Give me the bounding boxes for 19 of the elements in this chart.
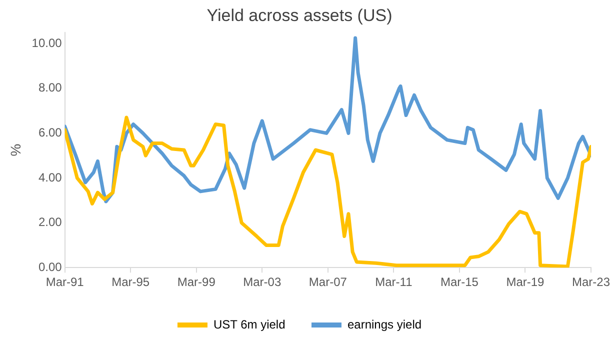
legend-label: UST 6m yield — [213, 317, 286, 332]
y-tick-label: 0.00 — [38, 260, 62, 274]
y-tick-label: 4.00 — [38, 170, 62, 184]
chart-title: Yield across assets (US) — [206, 6, 392, 25]
x-tick-label: Mar-91 — [46, 275, 84, 290]
legend-label: earnings yield — [347, 317, 422, 332]
x-tick-label: Mar-99 — [177, 275, 216, 290]
y-tick-label: 10.00 — [32, 36, 62, 50]
x-tick-label: Mar-11 — [375, 275, 413, 290]
x-tick-label: Mar-03 — [243, 275, 282, 290]
x-tick-label: Mar-19 — [506, 275, 545, 290]
y-tick-label: 6.00 — [38, 126, 62, 140]
x-tick-label: Mar-07 — [308, 275, 348, 290]
x-tick-label: Mar-23 — [572, 275, 610, 290]
x-tick-label: Mar-95 — [112, 275, 150, 290]
x-tick-label: Mar-15 — [440, 275, 479, 290]
y-tick-label: 8.00 — [38, 80, 62, 95]
y-tick-label: 2.00 — [38, 215, 62, 230]
y-axis-title: % — [7, 144, 24, 156]
